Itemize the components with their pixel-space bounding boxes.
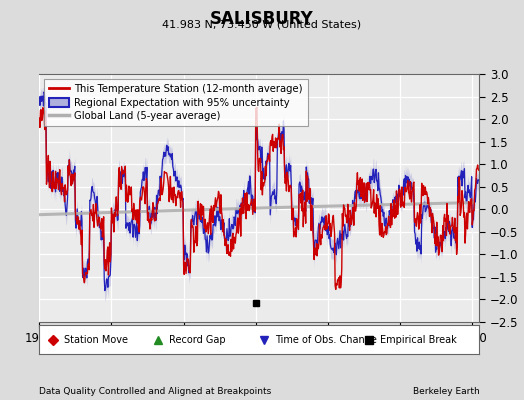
Legend: This Temperature Station (12-month average), Regional Expectation with 95% uncer: This Temperature Station (12-month avera… bbox=[45, 79, 308, 126]
Text: Station Move: Station Move bbox=[63, 334, 127, 344]
Text: Data Quality Controlled and Aligned at Breakpoints: Data Quality Controlled and Aligned at B… bbox=[39, 387, 271, 396]
Text: Record Gap: Record Gap bbox=[169, 334, 226, 344]
Text: Berkeley Earth: Berkeley Earth bbox=[413, 387, 479, 396]
Text: SALISBURY: SALISBURY bbox=[210, 10, 314, 28]
Text: Time of Obs. Change: Time of Obs. Change bbox=[275, 334, 377, 344]
Text: 41.983 N, 73.450 W (United States): 41.983 N, 73.450 W (United States) bbox=[162, 19, 362, 29]
Text: Empirical Break: Empirical Break bbox=[380, 334, 457, 344]
